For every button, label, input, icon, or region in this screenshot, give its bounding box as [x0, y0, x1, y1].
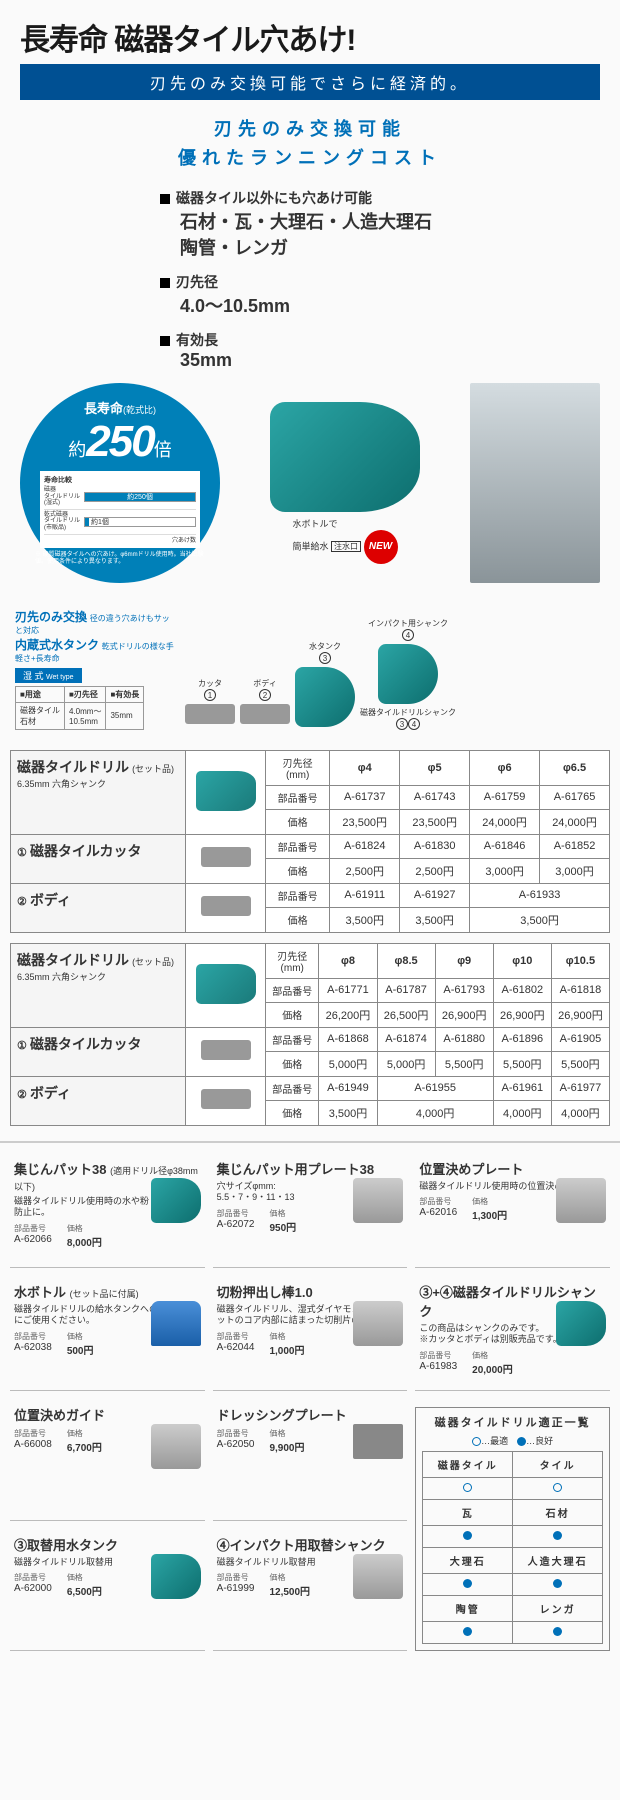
- feature-list: 磁器タイル以外にも穴あけ可能石材・瓦・大理石・人造大理石 陶管・レンガ刃先径4.…: [160, 188, 600, 371]
- product-table-1: 磁器タイルドリル (セット品)6.35mm 六角シャンク刃先径 (mm)φ4φ5…: [10, 750, 610, 933]
- accessory-card: 位置決めガイド 部品番号A-66008価格6,700円: [10, 1399, 205, 1521]
- accessory-card: 集じんパット38 (適用ドリル径φ38mm以下) 磁器タイルドリル使用時の水や粉…: [10, 1153, 205, 1268]
- main-title: 長寿命 磁器タイル穴あけ!: [20, 15, 600, 59]
- accessory-card: ドレッシングプレート 部品番号A-62050価格9,900円: [213, 1399, 408, 1521]
- new-badge: NEW: [364, 530, 398, 564]
- exploded-diagram: カッタ1ボディ2水タンク3インパクト用シャンク4磁器タイルドリルシャンク34: [185, 608, 605, 730]
- accessories-grid: 集じんパット38 (適用ドリル径φ38mm以下) 磁器タイルドリル使用時の水や粉…: [10, 1153, 610, 1651]
- sub-headline: 刃先のみ交換可能 優れたランニングコスト: [20, 115, 600, 173]
- accessory-card: 水ボトル (セット品に付属) 磁器タイルドリルの給水タンクへの水の注入にご使用く…: [10, 1276, 205, 1391]
- hero-drill-image: 水ボトルで簡単給水 注水口 NEW: [230, 383, 460, 583]
- accessory-card: 集じんパット用プレート38 穴サイズφmm: 5.5・7・9・11・13 部品番…: [213, 1153, 408, 1268]
- accessory-card: ③取替用水タンク 磁器タイルドリル取替用 部品番号A-62000価格6,500円: [10, 1529, 205, 1651]
- accessory-card: 位置決めプレート 磁器タイルドリル使用時の位置決め用 部品番号A-62016価格…: [415, 1153, 610, 1268]
- longevity-badge: 長寿命(乾式比) 約250倍 寿命比較 磁器 タイルドリル (湿式) 約250個…: [20, 383, 220, 583]
- accessory-card: ④インパクト用取替シャンク 磁器タイルドリル取替用 部品番号A-61999価格1…: [213, 1529, 408, 1651]
- suitability-table: 磁器タイルドリル適正一覧 …最適 …良好 磁器タイルタイル 瓦石材 大理石人造大…: [415, 1407, 610, 1651]
- spec-left: 刃先のみ交換 径の違う穴あけもサッと対応 内蔵式水タンク 乾式ドリルの様な手軽さ…: [15, 608, 175, 730]
- subtitle-bar: 刃先のみ交換可能でさらに経済的。: [20, 64, 600, 100]
- accessory-card: 切粉押出し棒1.0 磁器タイルドリル、湿式ダイヤモンドコアビットのコア内部に詰ま…: [213, 1276, 408, 1391]
- usage-photo: [470, 383, 600, 583]
- accessory-card: ③+④磁器タイルドリルシャンク この商品はシャンクのみです。 ※カッタとボディは…: [415, 1276, 610, 1391]
- product-table-2: 磁器タイルドリル (セット品)6.35mm 六角シャンク刃先径 (mm)φ8φ8…: [10, 943, 610, 1126]
